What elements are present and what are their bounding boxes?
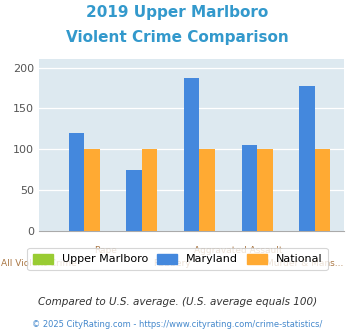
Bar — [84, 149, 100, 231]
Bar — [200, 149, 215, 231]
Bar — [257, 149, 273, 231]
Text: Robbery: Robbery — [153, 259, 191, 268]
Text: Aggravated Assault: Aggravated Assault — [194, 246, 283, 255]
Text: Murder & Mans...: Murder & Mans... — [266, 259, 343, 268]
Text: © 2025 CityRating.com - https://www.cityrating.com/crime-statistics/: © 2025 CityRating.com - https://www.city… — [32, 320, 323, 329]
Bar — [126, 170, 142, 231]
Text: 2019 Upper Marlboro: 2019 Upper Marlboro — [86, 5, 269, 20]
Bar — [315, 149, 331, 231]
Bar — [299, 85, 315, 231]
Bar — [142, 149, 157, 231]
Bar — [184, 78, 200, 231]
Text: Compared to U.S. average. (U.S. average equals 100): Compared to U.S. average. (U.S. average … — [38, 297, 317, 307]
Bar — [69, 133, 84, 231]
Legend: Upper Marlboro, Maryland, National: Upper Marlboro, Maryland, National — [27, 248, 328, 270]
Text: Violent Crime Comparison: Violent Crime Comparison — [66, 30, 289, 45]
Text: Rape: Rape — [94, 246, 117, 255]
Bar — [242, 145, 257, 231]
Text: All Violent Crime: All Violent Crime — [1, 259, 77, 268]
